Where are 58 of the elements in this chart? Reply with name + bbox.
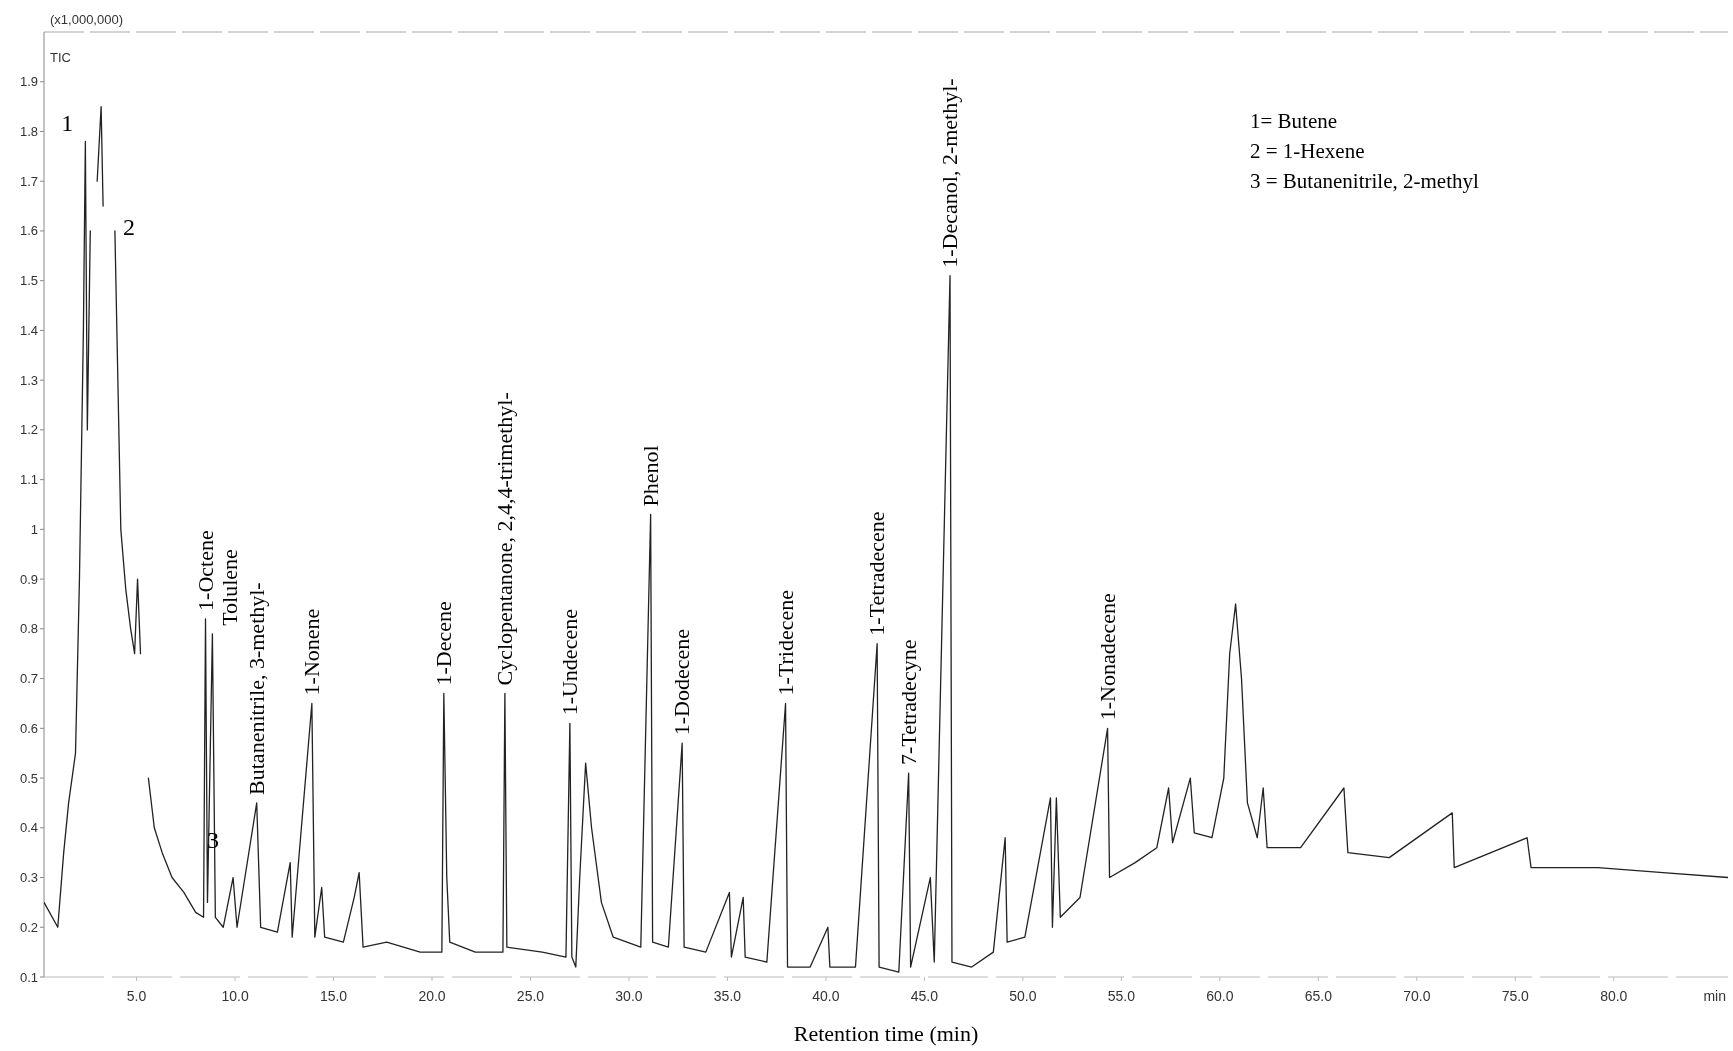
- y-tick-label: 0.9: [19, 571, 38, 587]
- y-tick-label: 0.8: [19, 621, 38, 637]
- annotation: 1-Dodecene: [669, 628, 695, 736]
- x-tick-label: 50.0: [1009, 988, 1037, 1004]
- x-tick-label: 45.0: [910, 988, 939, 1004]
- x-tick-label: 55.0: [1107, 988, 1136, 1004]
- y-tick-label: 1.9: [19, 74, 38, 90]
- x-tick-label: 70.0: [1403, 988, 1431, 1004]
- x-tick-label: 30.0: [615, 988, 643, 1004]
- x-tick-label: 80.0: [1600, 988, 1628, 1004]
- annotation: Butanenitrile, 3-methyl-: [243, 582, 269, 795]
- annotation: 7-Tetradecyne: [895, 639, 921, 766]
- annotation: Phenol: [637, 445, 663, 507]
- annotation: 1-Decanol, 2-methyl-: [937, 78, 963, 268]
- y-tick-label: 0.2: [19, 919, 38, 935]
- annotation: 1-Octene: [192, 530, 218, 611]
- y-tick-label: 1.4: [19, 322, 38, 338]
- y-tick-label: 0.5: [19, 770, 38, 786]
- y-tick-label: 1: [30, 521, 38, 537]
- annotation: 2 = 1-Hexene: [1250, 139, 1365, 163]
- x-tick-label: 40.0: [812, 988, 840, 1004]
- x-tick-label: 5.0: [126, 988, 147, 1004]
- annotation: 1-Nonene: [298, 608, 324, 696]
- annotation: 1-Tetradecene: [864, 511, 890, 636]
- annotation: Tolulene: [216, 549, 242, 626]
- x-tick-label: 20.0: [418, 988, 446, 1004]
- y-tick-label: 0.6: [19, 720, 38, 736]
- x-tick-label: 60.0: [1206, 988, 1234, 1004]
- x-tick-label: 65.0: [1304, 988, 1333, 1004]
- annotation: 1-Nonadecene: [1094, 593, 1120, 721]
- annotation: 1-Tridecene: [772, 589, 798, 696]
- y-tick-label: 1.2: [19, 422, 38, 438]
- x-tick-label: 75.0: [1501, 988, 1530, 1004]
- annotation: 2: [122, 213, 135, 240]
- x-tick-label: 10.0: [221, 988, 249, 1004]
- annotation: 1= Butene: [1250, 109, 1338, 133]
- annotation: TIC: [50, 50, 71, 65]
- x-axis-title: Retention time (min): [793, 1021, 979, 1046]
- y-tick-label: 1.5: [19, 273, 38, 289]
- y-tick-label: 1.7: [19, 173, 38, 189]
- y-tick-label: 0.4: [19, 820, 38, 836]
- annotation: Cyclopentanone, 2,4,4-trimethyl-: [491, 392, 517, 686]
- y-tick-label: 0.3: [19, 870, 38, 886]
- text: min: [1703, 988, 1726, 1004]
- x-tick-label: 35.0: [713, 988, 742, 1004]
- y-tick-label: 1.3: [19, 372, 38, 388]
- y-axis-title: (x1,000,000): [50, 12, 123, 27]
- annotation: 1-Undecene: [556, 609, 582, 716]
- y-tick-label: 1.1: [19, 472, 38, 488]
- annotation: 1: [61, 110, 74, 137]
- x-tick-label: 25.0: [516, 988, 545, 1004]
- x-tick-label: 15.0: [319, 988, 348, 1004]
- y-tick-label: 0.1: [19, 969, 38, 985]
- annotation: 1-Decene: [430, 601, 456, 686]
- y-tick-label: 1.6: [19, 223, 38, 239]
- y-tick-label: 1.8: [19, 124, 38, 140]
- annotation: 3 = Butanenitrile, 2-methyl: [1250, 169, 1479, 193]
- y-tick-label: 0.7: [19, 671, 38, 687]
